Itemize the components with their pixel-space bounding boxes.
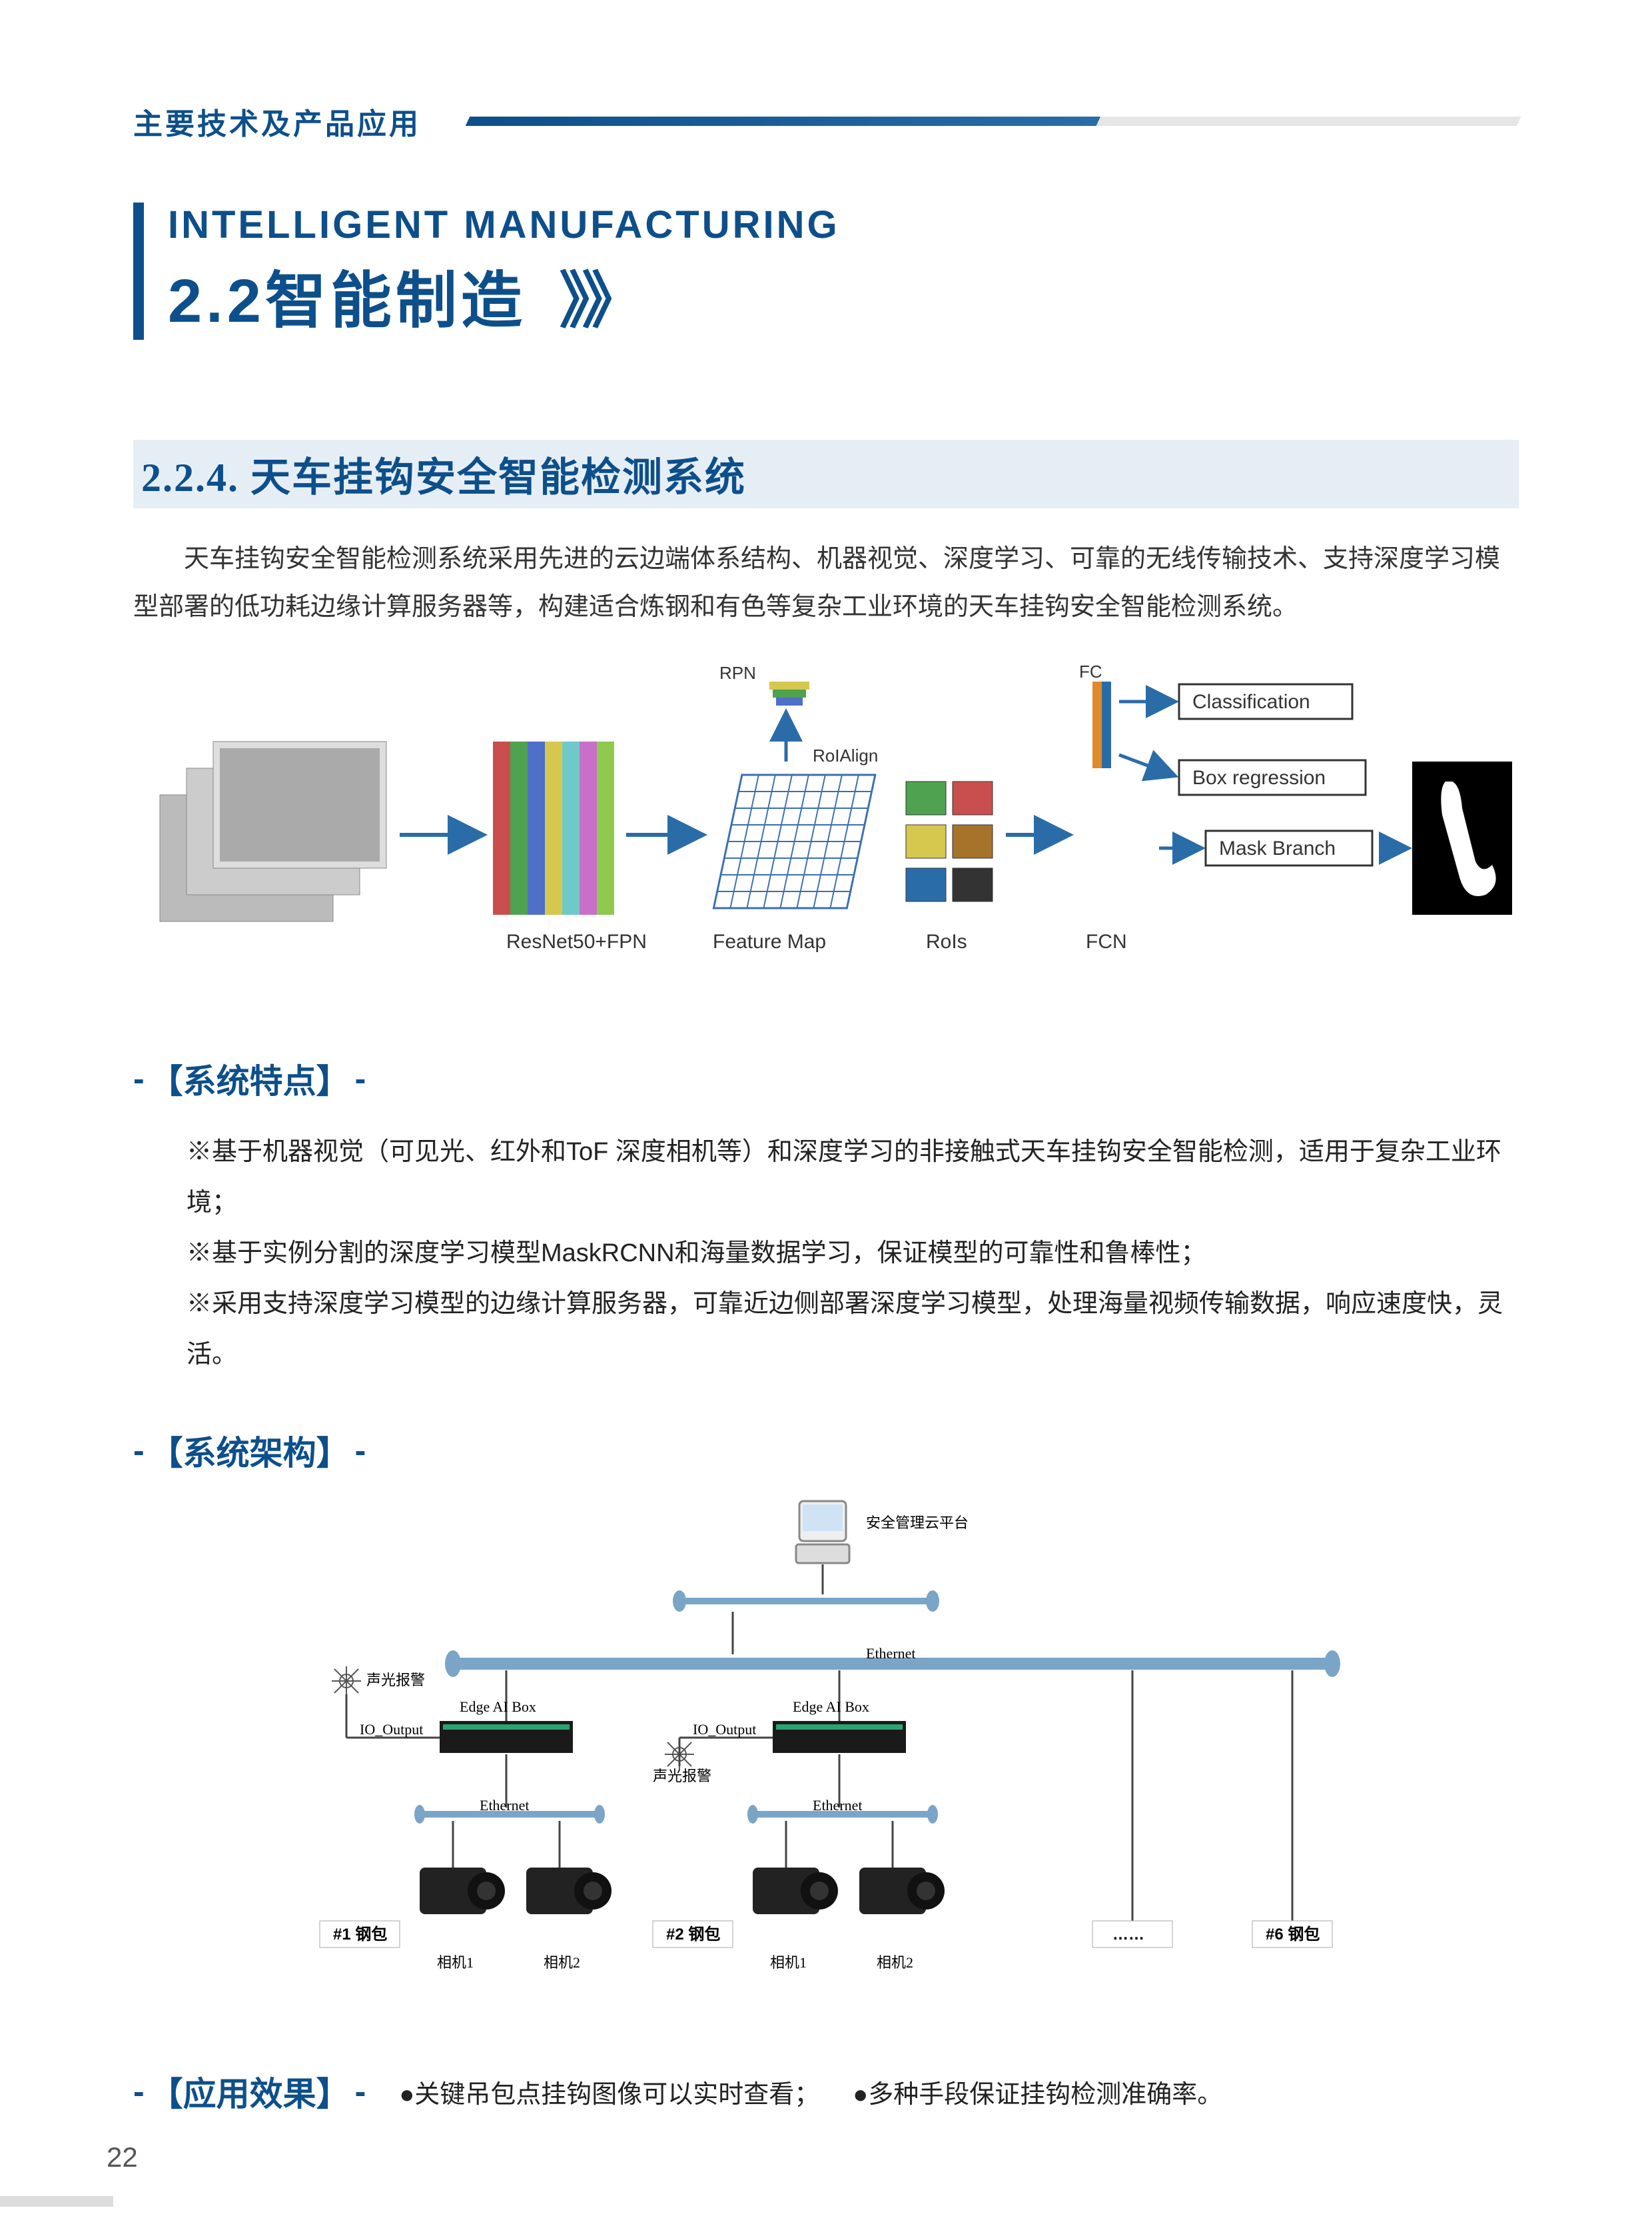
header-stripe bbox=[466, 117, 1521, 126]
rois-label: RoIs bbox=[926, 931, 967, 953]
svg-text:#1 钢包: #1 钢包 bbox=[333, 1925, 387, 1944]
edge-node-1: 声光报警 Edge AI Box IO_Output Ethernet bbox=[320, 1666, 612, 1971]
svg-text:声光报警: 声光报警 bbox=[366, 1672, 425, 1688]
svg-text:相机2: 相机2 bbox=[544, 1954, 580, 1971]
rois-grids bbox=[906, 782, 993, 901]
svg-text:IO_Output: IO_Output bbox=[693, 1721, 756, 1738]
features-heading: - 【系统特点】 - bbox=[133, 1055, 1519, 1103]
features-heading-text: 【系统特点】 bbox=[150, 1055, 350, 1103]
ethernet-main-label: Ethernet bbox=[866, 1645, 916, 1662]
effects-row: - 【应用效果】 - ●关键吊包点挂钩图像可以实时查看； ●多种手段保证挂钩检测… bbox=[133, 2067, 1519, 2115]
page-category-header: 主要技术及产品应用 bbox=[133, 100, 1519, 143]
feature-item: ※基于实例分割的深度学习模型MaskRCNN和海量数据学习，保证模型的可靠性和鲁… bbox=[187, 1228, 1519, 1279]
page-number: 22 bbox=[107, 2141, 138, 2173]
architecture-diagram: 安全管理云平台 Ethernet bbox=[133, 1494, 1519, 2027]
ml-pipeline-diagram: ResNet50+FPN bbox=[133, 662, 1519, 1008]
feature-item: ※基于机器视觉（可见光、红外和ToF 深度相机等）和深度学习的非接触式天车挂钩安… bbox=[187, 1127, 1519, 1228]
svg-text:Edge AI Box: Edge AI Box bbox=[460, 1698, 536, 1715]
svg-text:Edge AI Box: Edge AI Box bbox=[793, 1698, 869, 1715]
subsection-title: 2.2.4. 天车挂钩安全智能检测系统 bbox=[141, 456, 746, 500]
subsection-heading: 2.2.4. 天车挂钩安全智能检测系统 bbox=[133, 440, 1519, 508]
cnn-stack bbox=[493, 742, 614, 915]
cloud-server-icon bbox=[796, 1501, 849, 1563]
featuremap-label: Feature Map bbox=[713, 931, 826, 953]
svg-text:相机1: 相机1 bbox=[770, 1954, 807, 1971]
effect-item: ●多种手段保证挂钩检测准确率。 bbox=[853, 2073, 1222, 2110]
roialign-label: RoIAlign bbox=[813, 746, 878, 766]
footer-bar bbox=[0, 2196, 113, 2207]
fcn-label: FCN bbox=[1086, 931, 1127, 953]
more-label: …… bbox=[1112, 1926, 1144, 1944]
title-zh-text: 2.2智能制造 bbox=[168, 267, 526, 335]
classification-label: Classification bbox=[1192, 691, 1310, 713]
title-chinese: 2.2智能制造 》》 bbox=[168, 251, 1519, 340]
rpn-label: RPN bbox=[719, 663, 756, 683]
svg-text:IO_Output: IO_Output bbox=[360, 1721, 423, 1738]
chevron-icon: 》》 bbox=[559, 267, 635, 335]
architecture-heading: - 【系统架构】 - bbox=[133, 1426, 1519, 1474]
fc-bar-blue bbox=[1102, 682, 1111, 768]
svg-text:#2 钢包: #2 钢包 bbox=[666, 1925, 720, 1944]
svg-text:相机2: 相机2 bbox=[877, 1954, 913, 1971]
svg-text:Ethernet: Ethernet bbox=[813, 1797, 863, 1814]
svg-text:声光报警: 声光报警 bbox=[653, 1768, 711, 1784]
section-title-block: INTELLIGENT MANUFACTURING 2.2智能制造 》》 bbox=[133, 203, 1519, 340]
architecture-heading-text: 【系统架构】 bbox=[150, 1426, 350, 1474]
category-title: 主要技术及产品应用 bbox=[133, 100, 421, 143]
features-list: ※基于机器视觉（可见光、红外和ToF 深度相机等）和深度学习的非接触式天车挂钩安… bbox=[133, 1127, 1519, 1380]
resnet-label: ResNet50+FPN bbox=[506, 931, 647, 953]
edge-node-2: 声光报警 Edge AI Box IO_Output Ethernet 相机1 … bbox=[653, 1698, 945, 1971]
fc-bar-orange bbox=[1092, 682, 1102, 768]
input-images bbox=[160, 742, 386, 921]
pkg6-label: #6 钢包 bbox=[1266, 1925, 1320, 1944]
maskbranch-label: Mask Branch bbox=[1219, 838, 1336, 859]
svg-text:Ethernet: Ethernet bbox=[480, 1797, 530, 1814]
effects-heading-text: 【应用效果】 bbox=[150, 2067, 350, 2115]
cloud-label: 安全管理云平台 bbox=[866, 1514, 969, 1531]
svg-text:相机1: 相机1 bbox=[437, 1954, 474, 1971]
feature-item: ※采用支持深度学习模型的边缘计算服务器，可靠近边侧部署深度学习模型，处理海量视频… bbox=[187, 1279, 1519, 1380]
intro-paragraph: 天车挂钩安全智能检测系统采用先进的云边端体系结构、机器视觉、深度学习、可靠的无线… bbox=[133, 535, 1519, 631]
boxreg-label: Box regression bbox=[1192, 767, 1326, 789]
rpn-block bbox=[769, 682, 809, 706]
fc-label: FC bbox=[1079, 662, 1102, 682]
feature-map bbox=[713, 775, 875, 908]
effect-item: ●关键吊包点挂钩图像可以实时查看； bbox=[399, 2073, 819, 2110]
title-english: INTELLIGENT MANUFACTURING bbox=[168, 203, 1519, 247]
